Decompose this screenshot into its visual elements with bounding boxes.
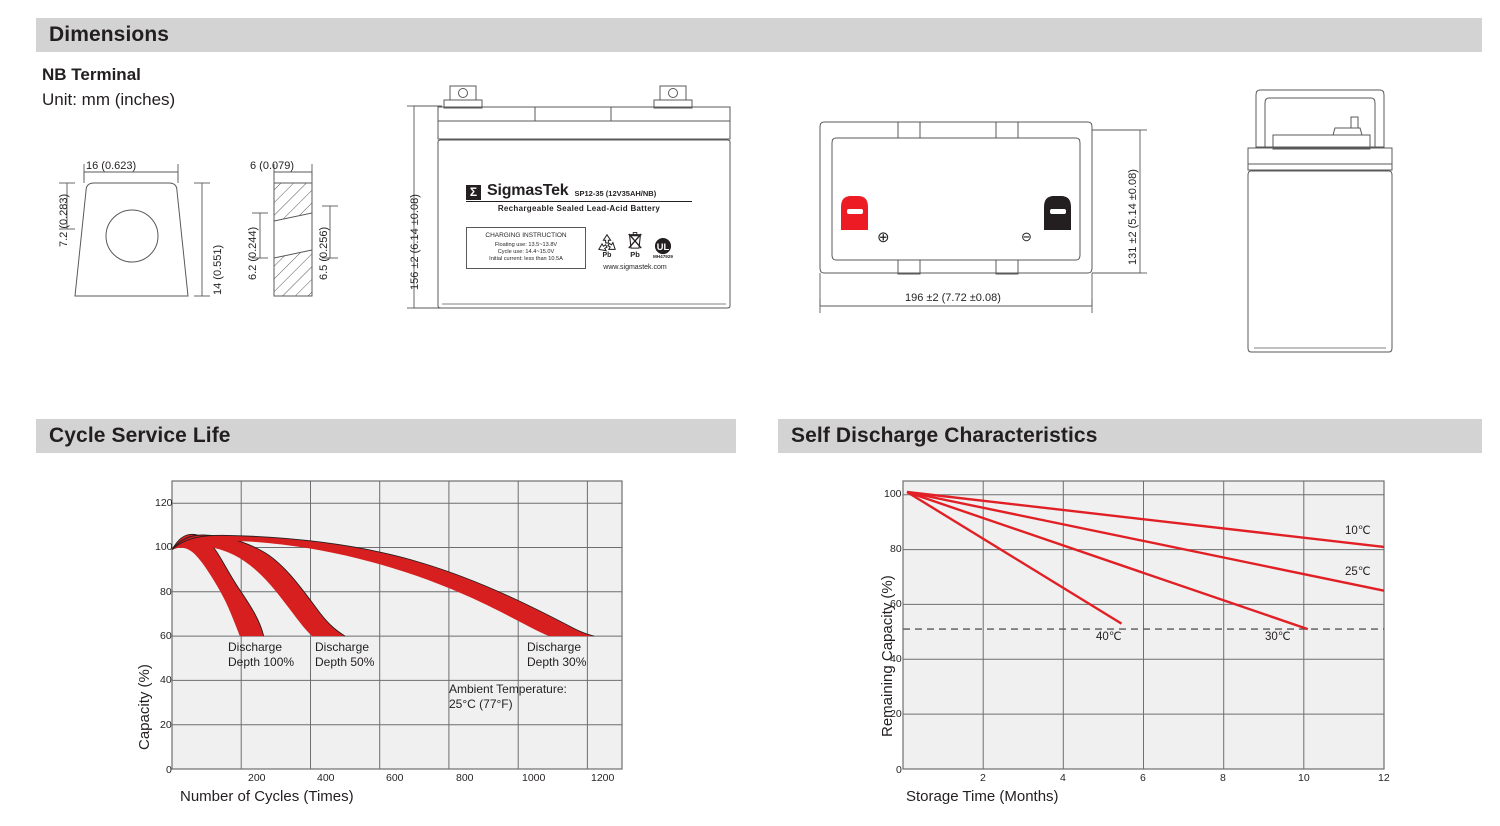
cycle-annotation-ambient-temp: Ambient Temperature: 25°C (77°F): [449, 682, 567, 711]
battery-tagline: Rechargeable Sealed Lead-Acid Battery: [497, 204, 661, 213]
battery-side-view-drawing: [1240, 85, 1410, 360]
cycle-xtick-200: 200: [248, 772, 266, 784]
terminal-front-left-height-dim: 7.2 (0.283): [58, 193, 70, 247]
section-header-cycle-service-life: Cycle Service Life: [36, 419, 736, 453]
sd-xtick-6: 6: [1140, 772, 1146, 784]
cycle-xtick-800: 800: [456, 772, 474, 784]
cycle-ytick-0: 0: [166, 764, 172, 776]
section-header-self-discharge: Self Discharge Characteristics: [778, 419, 1482, 453]
cycle-y-axis-label: Capacity (%): [136, 664, 153, 750]
cycle-xtick-400: 400: [317, 772, 335, 784]
charging-instruction-box: CHARGING INSTRUCTION Floating use: 13.5~…: [466, 227, 586, 269]
self-discharge-series-label-10c: 10℃: [1345, 525, 1371, 537]
wee-symbol: Pb: [627, 231, 643, 259]
brand-name: SigmasTek: [487, 182, 569, 199]
charging-line-initial: Initial current: less than 10.5A: [489, 256, 563, 262]
cycle-ytick-80: 80: [160, 586, 172, 598]
sd-xtick-8: 8: [1220, 772, 1226, 784]
charging-instruction-title: CHARGING INSTRUCTION: [485, 232, 567, 239]
battery-label: Σ SigmasTek SP12-35 (12V35AH/NB) Recharg…: [466, 182, 692, 271]
sd-ytick-100: 100: [884, 488, 902, 500]
cycle-x-axis-label: Number of Cycles (Times): [180, 788, 354, 805]
section-title-self-discharge: Self Discharge Characteristics: [791, 424, 1098, 447]
brand-mark-icon: Σ: [466, 185, 481, 200]
sd-xtick-2: 2: [980, 772, 986, 784]
battery-front-view-drawing: [398, 84, 738, 324]
cycle-xtick-1000: 1000: [522, 772, 546, 784]
section-title-cycle-service-life: Cycle Service Life: [49, 424, 231, 447]
terminal-side-view-drawing: [250, 150, 390, 310]
cycle-service-life-chart: [171, 480, 623, 770]
battery-model: SP12-35 (12V35AH/NB): [574, 189, 657, 198]
recycle-symbol: Pb: [596, 233, 618, 259]
terminal-side-thickness-dim: 6 (0.079): [250, 160, 295, 172]
ul-listed-icon: UL: [654, 238, 672, 255]
cycle-annotation-dod100: Discharge Depth 100%: [228, 640, 295, 669]
sd-xtick-4: 4: [1060, 772, 1066, 784]
battery-website: www.sigmastek.com: [603, 264, 667, 271]
self-discharge-x-axis-label: Storage Time (Months): [906, 788, 1059, 805]
self-discharge-series-label-40c: 40℃: [1096, 631, 1122, 643]
battery-width-dim: 196 ±2 (7.72 ±0.08): [905, 292, 1001, 304]
cycle-annotation-dod50: Discharge Depth 50%: [315, 640, 375, 669]
terminal-unit-note: Unit: mm (inches): [42, 90, 176, 109]
sd-ytick-80: 80: [890, 543, 902, 555]
negative-terminal-symbol: ⊖: [1021, 229, 1032, 244]
cycle-ytick-40: 40: [160, 674, 172, 686]
terminal-front-view-drawing: [40, 150, 240, 310]
self-discharge-series-label-25c: 25℃: [1345, 566, 1371, 578]
battery-height-dim: 156 ±2 (6.14 ±0.08): [409, 194, 421, 290]
terminal-side-outer-dim: 6.5 (0.256): [318, 226, 330, 280]
section-title-dimensions: Dimensions: [49, 23, 170, 46]
cycle-ytick-20: 20: [160, 719, 172, 731]
self-discharge-chart: [902, 480, 1385, 770]
sd-ytick-0: 0: [896, 764, 902, 776]
positive-terminal-symbol: ⊕: [877, 229, 890, 246]
terminal-side-inner-dim: 6.2 (0.244): [247, 226, 259, 280]
crossed-out-bin-icon: [628, 232, 642, 249]
terminal-type-title: NB Terminal: [42, 65, 141, 84]
cycle-ytick-60: 60: [160, 630, 172, 642]
sd-ytick-20: 20: [890, 708, 902, 720]
cycle-annotation-dod30: Discharge Depth 30%: [527, 640, 587, 669]
sd-ytick-60: 60: [890, 598, 902, 610]
cycle-ytick-120: 120: [155, 497, 173, 509]
self-discharge-series-label-30c: 30℃: [1265, 631, 1291, 643]
sd-xtick-10: 10: [1298, 772, 1310, 784]
cycle-xtick-1200: 1200: [591, 772, 615, 784]
ul-file-number: MH47929: [653, 254, 673, 259]
wee-caption: Pb: [630, 250, 640, 259]
self-discharge-y-axis-label: Remaining Capacity (%): [879, 575, 896, 737]
battery-depth-dim: 131 ±2 (5.14 ±0.08): [1127, 169, 1139, 265]
sd-ytick-40: 40: [890, 653, 902, 665]
battery-top-view-drawing: [810, 110, 1160, 320]
section-header-dimensions: Dimensions: [36, 18, 1482, 52]
recycle-icon: [598, 233, 616, 252]
charging-line-cycle: Cycle use: 14.4~15.0V: [497, 249, 555, 255]
cycle-ytick-100: 100: [155, 541, 173, 553]
cycle-xtick-600: 600: [386, 772, 404, 784]
sd-xtick-12: 12: [1378, 772, 1390, 784]
charging-line-floating: Floating use: 13.5~13.8V: [494, 242, 558, 248]
svg-text:UL: UL: [657, 242, 670, 252]
recycle-caption: Pb: [602, 252, 612, 259]
terminal-front-right-height-dim: 14 (0.551): [212, 244, 224, 295]
terminal-front-width-dim: 16 (0.623): [86, 160, 137, 172]
ul-symbol: UL MH47929: [652, 237, 674, 259]
